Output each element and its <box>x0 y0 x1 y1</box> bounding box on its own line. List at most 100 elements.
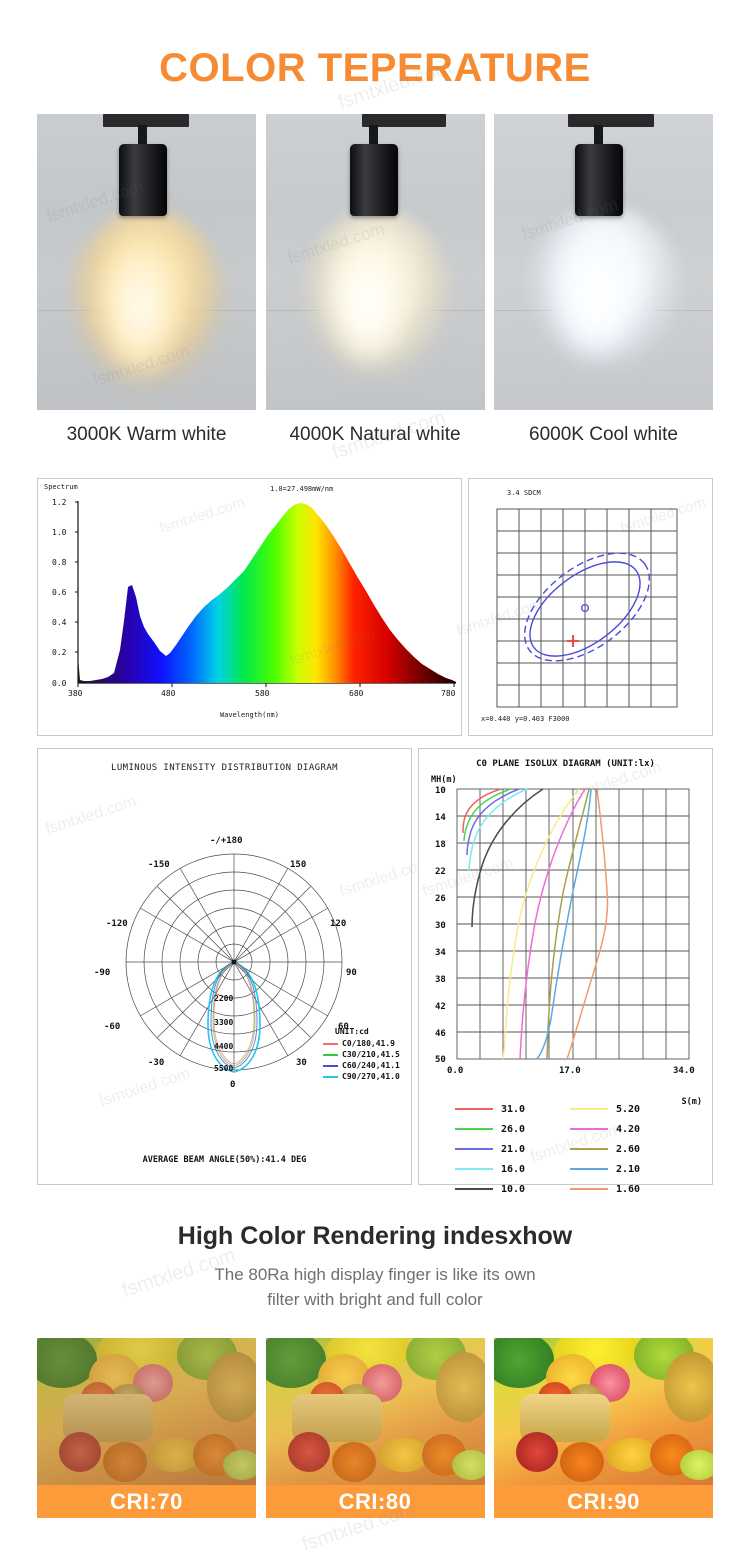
svg-text:30: 30 <box>296 1058 307 1068</box>
svg-text:0.0: 0.0 <box>52 679 67 688</box>
svg-text:580: 580 <box>255 689 270 698</box>
polar-curve-c90 <box>207 961 261 1073</box>
legend-label-5-20: 5.20 <box>616 1103 641 1115</box>
track-rail <box>103 114 189 127</box>
legend-item: C30/210,41.5 <box>323 1049 400 1060</box>
cct-label-3000k: 3000K Warm white <box>66 424 227 445</box>
svg-text:-30: -30 <box>148 1058 164 1068</box>
svg-text:-90: -90 <box>94 968 110 978</box>
svg-text:90: 90 <box>346 968 357 978</box>
cri-gallery: CRI:70 CRI:80 <box>37 1338 713 1518</box>
sdcm-center-point <box>580 603 590 613</box>
legend-item: 21.0 <box>455 1139 570 1159</box>
isolux-x-axis-label: S(m) <box>681 1097 702 1107</box>
cri-label-bar-90: CRI:90 <box>494 1485 713 1518</box>
cri-label-bar-70: CRI:70 <box>37 1485 256 1518</box>
svg-text:0: 0 <box>230 1080 235 1090</box>
grapes-2 <box>680 1450 713 1480</box>
cri-subtitle: The 80Ra high display finger is like its… <box>0 1262 750 1312</box>
svg-text:0.0: 0.0 <box>447 1066 463 1076</box>
sdcm-title: 3.4 SDCM <box>507 489 541 497</box>
grapes-2 <box>451 1450 485 1480</box>
cri-subtitle-line-2: filter with bright and full color <box>267 1290 483 1309</box>
watermelon <box>265 1338 326 1388</box>
svg-text:-60: -60 <box>104 1022 120 1032</box>
legend-swatch-5-20 <box>570 1107 608 1111</box>
svg-text:18: 18 <box>435 840 446 850</box>
isolux-curve-4-20 <box>519 788 586 1060</box>
legend-label-1-60: 1.60 <box>616 1183 641 1195</box>
luminous-intensity-panel: LUMINOUS INTENSITY DISTRIBUTION DIAGRAM <box>37 748 432 1185</box>
svg-text:1.2: 1.2 <box>52 498 67 507</box>
cct-photo-6000k: fsmtxled.com <box>494 114 713 410</box>
fixture-stem <box>138 125 147 147</box>
mango <box>606 1438 658 1472</box>
legend-label-16: 16.0 <box>501 1163 526 1175</box>
svg-text:150: 150 <box>290 860 306 870</box>
cri-label-bar-80: CRI:80 <box>265 1485 485 1518</box>
legend-item: C0/180,41.9 <box>323 1038 400 1049</box>
svg-text:480: 480 <box>161 689 176 698</box>
isolux-curve-10 <box>471 788 544 928</box>
legend-label-c90: C90/270,41.0 <box>342 1072 400 1081</box>
svg-text:3300: 3300 <box>214 1018 233 1027</box>
fruit-photo-cri90 <box>494 1338 713 1485</box>
isolux-curve-1-60 <box>566 788 609 1060</box>
svg-text:14: 14 <box>435 813 446 823</box>
track-light-fixture <box>349 144 398 216</box>
grapes-2 <box>223 1450 256 1480</box>
svg-text:0.2: 0.2 <box>52 648 67 657</box>
svg-text:26: 26 <box>435 894 446 904</box>
legend-item: 1.60 <box>570 1179 685 1199</box>
isolux-curve-31 <box>462 788 502 834</box>
sdcm-coordinates: x=0.440 y=0.403 F3000 <box>481 715 570 723</box>
isolux-plot: 10 14 18 22 26 30 34 38 42 46 50 0.0 17.0 34.0 <box>435 786 695 1076</box>
svg-text:0.6: 0.6 <box>52 588 67 597</box>
legend-item: 2.10 <box>570 1159 685 1179</box>
legend-label-c0: C0/180,41.9 <box>342 1039 395 1048</box>
isolux-grid <box>456 788 690 1060</box>
legend-item: 5.20 <box>570 1099 685 1119</box>
beam-hotspot <box>103 242 177 370</box>
cri70-tint <box>37 1338 256 1485</box>
sdcm-inner-ellipse <box>529 561 641 657</box>
track-light-fixture <box>119 144 167 216</box>
spectrum-chart-panel: Spectrum 1.0=27.498mW/nm <box>37 478 462 736</box>
legend-swatch-c60 <box>323 1064 338 1067</box>
isolux-title: C0 PLANE ISOLUX DIAGRAM (UNIT:lx) <box>476 759 655 769</box>
svg-text:-/+180: -/+180 <box>210 836 243 846</box>
legend-swatch-1-60 <box>570 1187 608 1191</box>
svg-text:5500: 5500 <box>214 1064 233 1073</box>
legend-swatch-10 <box>455 1187 493 1191</box>
legend-item: 10.0 <box>455 1179 570 1199</box>
spectrum-title: Spectrum <box>44 483 78 491</box>
track-rail <box>568 114 654 127</box>
cri-subtitle-line-1: The 80Ra high display finger is like its… <box>214 1265 536 1284</box>
track-light-fixture <box>575 144 623 216</box>
legend-item: 2.60 <box>570 1139 685 1159</box>
legend-item: 26.0 <box>455 1119 570 1139</box>
isolux-curve-21 <box>466 788 520 856</box>
polar-curve-c60 <box>210 961 258 1069</box>
cct-label-4000k: 4000K Natural white <box>289 424 461 445</box>
beam-hotspot <box>556 232 636 354</box>
track-rail <box>361 114 446 127</box>
fruit-photo-cri70 <box>37 1338 256 1485</box>
svg-text:34.0: 34.0 <box>673 1066 695 1076</box>
svg-text:34: 34 <box>435 948 446 958</box>
legend-label-10: 10.0 <box>501 1183 526 1195</box>
svg-text:10: 10 <box>435 786 446 796</box>
sdcm-grid <box>496 508 678 708</box>
sdcm-measured-point <box>567 635 579 647</box>
polar-angle-labels: -/+180 -150 150 -120 120 -90 90 -60 60 -… <box>94 836 357 1090</box>
legend-label-c60: C60/240,41.1 <box>342 1061 400 1070</box>
legend-item: C60/240,41.1 <box>323 1060 400 1071</box>
spectrum-normalization-label: 1.0=27.498mW/nm <box>270 485 334 493</box>
legend-swatch-2-60 <box>570 1147 608 1151</box>
isolux-x-ticks: 0.0 17.0 34.0 <box>447 1066 695 1076</box>
cct-label-6000k: 6000K Cool white <box>529 424 678 445</box>
orange <box>331 1442 376 1482</box>
sdcm-outer-ellipse <box>523 552 651 662</box>
isolux-curve-2-60 <box>546 788 590 1060</box>
